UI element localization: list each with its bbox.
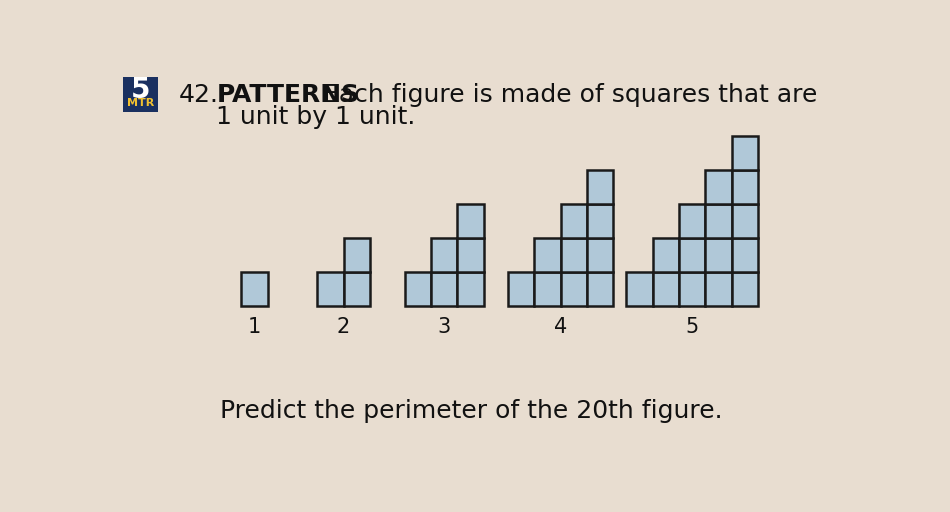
Bar — [560, 204, 587, 238]
Bar — [732, 204, 758, 238]
Bar — [732, 170, 758, 204]
Bar — [534, 272, 560, 306]
Bar — [732, 136, 758, 170]
Bar — [508, 272, 534, 306]
Bar — [317, 272, 344, 306]
Bar — [344, 238, 370, 272]
Text: 4: 4 — [554, 317, 567, 337]
Bar — [431, 272, 458, 306]
Text: 2: 2 — [337, 317, 351, 337]
Bar — [732, 272, 758, 306]
Text: PATTERNS: PATTERNS — [217, 83, 359, 108]
Bar — [458, 238, 484, 272]
Bar — [732, 238, 758, 272]
Text: 3: 3 — [438, 317, 451, 337]
Bar — [241, 272, 268, 306]
Text: 5: 5 — [686, 317, 699, 337]
Bar — [626, 272, 653, 306]
Bar — [679, 238, 706, 272]
Text: Predict the perimeter of the 20th figure.: Predict the perimeter of the 20th figure… — [219, 399, 722, 423]
Bar — [653, 238, 679, 272]
Bar — [344, 272, 370, 306]
Text: MTR: MTR — [126, 98, 154, 109]
Text: 5: 5 — [131, 76, 150, 104]
Text: 1 unit by 1 unit.: 1 unit by 1 unit. — [217, 105, 416, 129]
Bar — [431, 238, 458, 272]
Bar — [587, 238, 613, 272]
Bar — [587, 170, 613, 204]
Bar — [653, 272, 679, 306]
Bar — [587, 204, 613, 238]
Bar — [706, 238, 732, 272]
Text: Each figure is made of squares that are: Each figure is made of squares that are — [323, 83, 817, 108]
Bar — [534, 238, 560, 272]
Text: 42.: 42. — [180, 83, 219, 108]
Bar — [458, 204, 484, 238]
Bar — [123, 77, 159, 112]
Bar — [458, 272, 484, 306]
Bar — [679, 272, 706, 306]
Text: 1: 1 — [248, 317, 261, 337]
Bar — [706, 272, 732, 306]
Bar — [706, 204, 732, 238]
Bar — [587, 272, 613, 306]
Bar — [560, 272, 587, 306]
Bar — [706, 170, 732, 204]
Bar — [405, 272, 431, 306]
Bar — [679, 204, 706, 238]
Bar — [560, 238, 587, 272]
